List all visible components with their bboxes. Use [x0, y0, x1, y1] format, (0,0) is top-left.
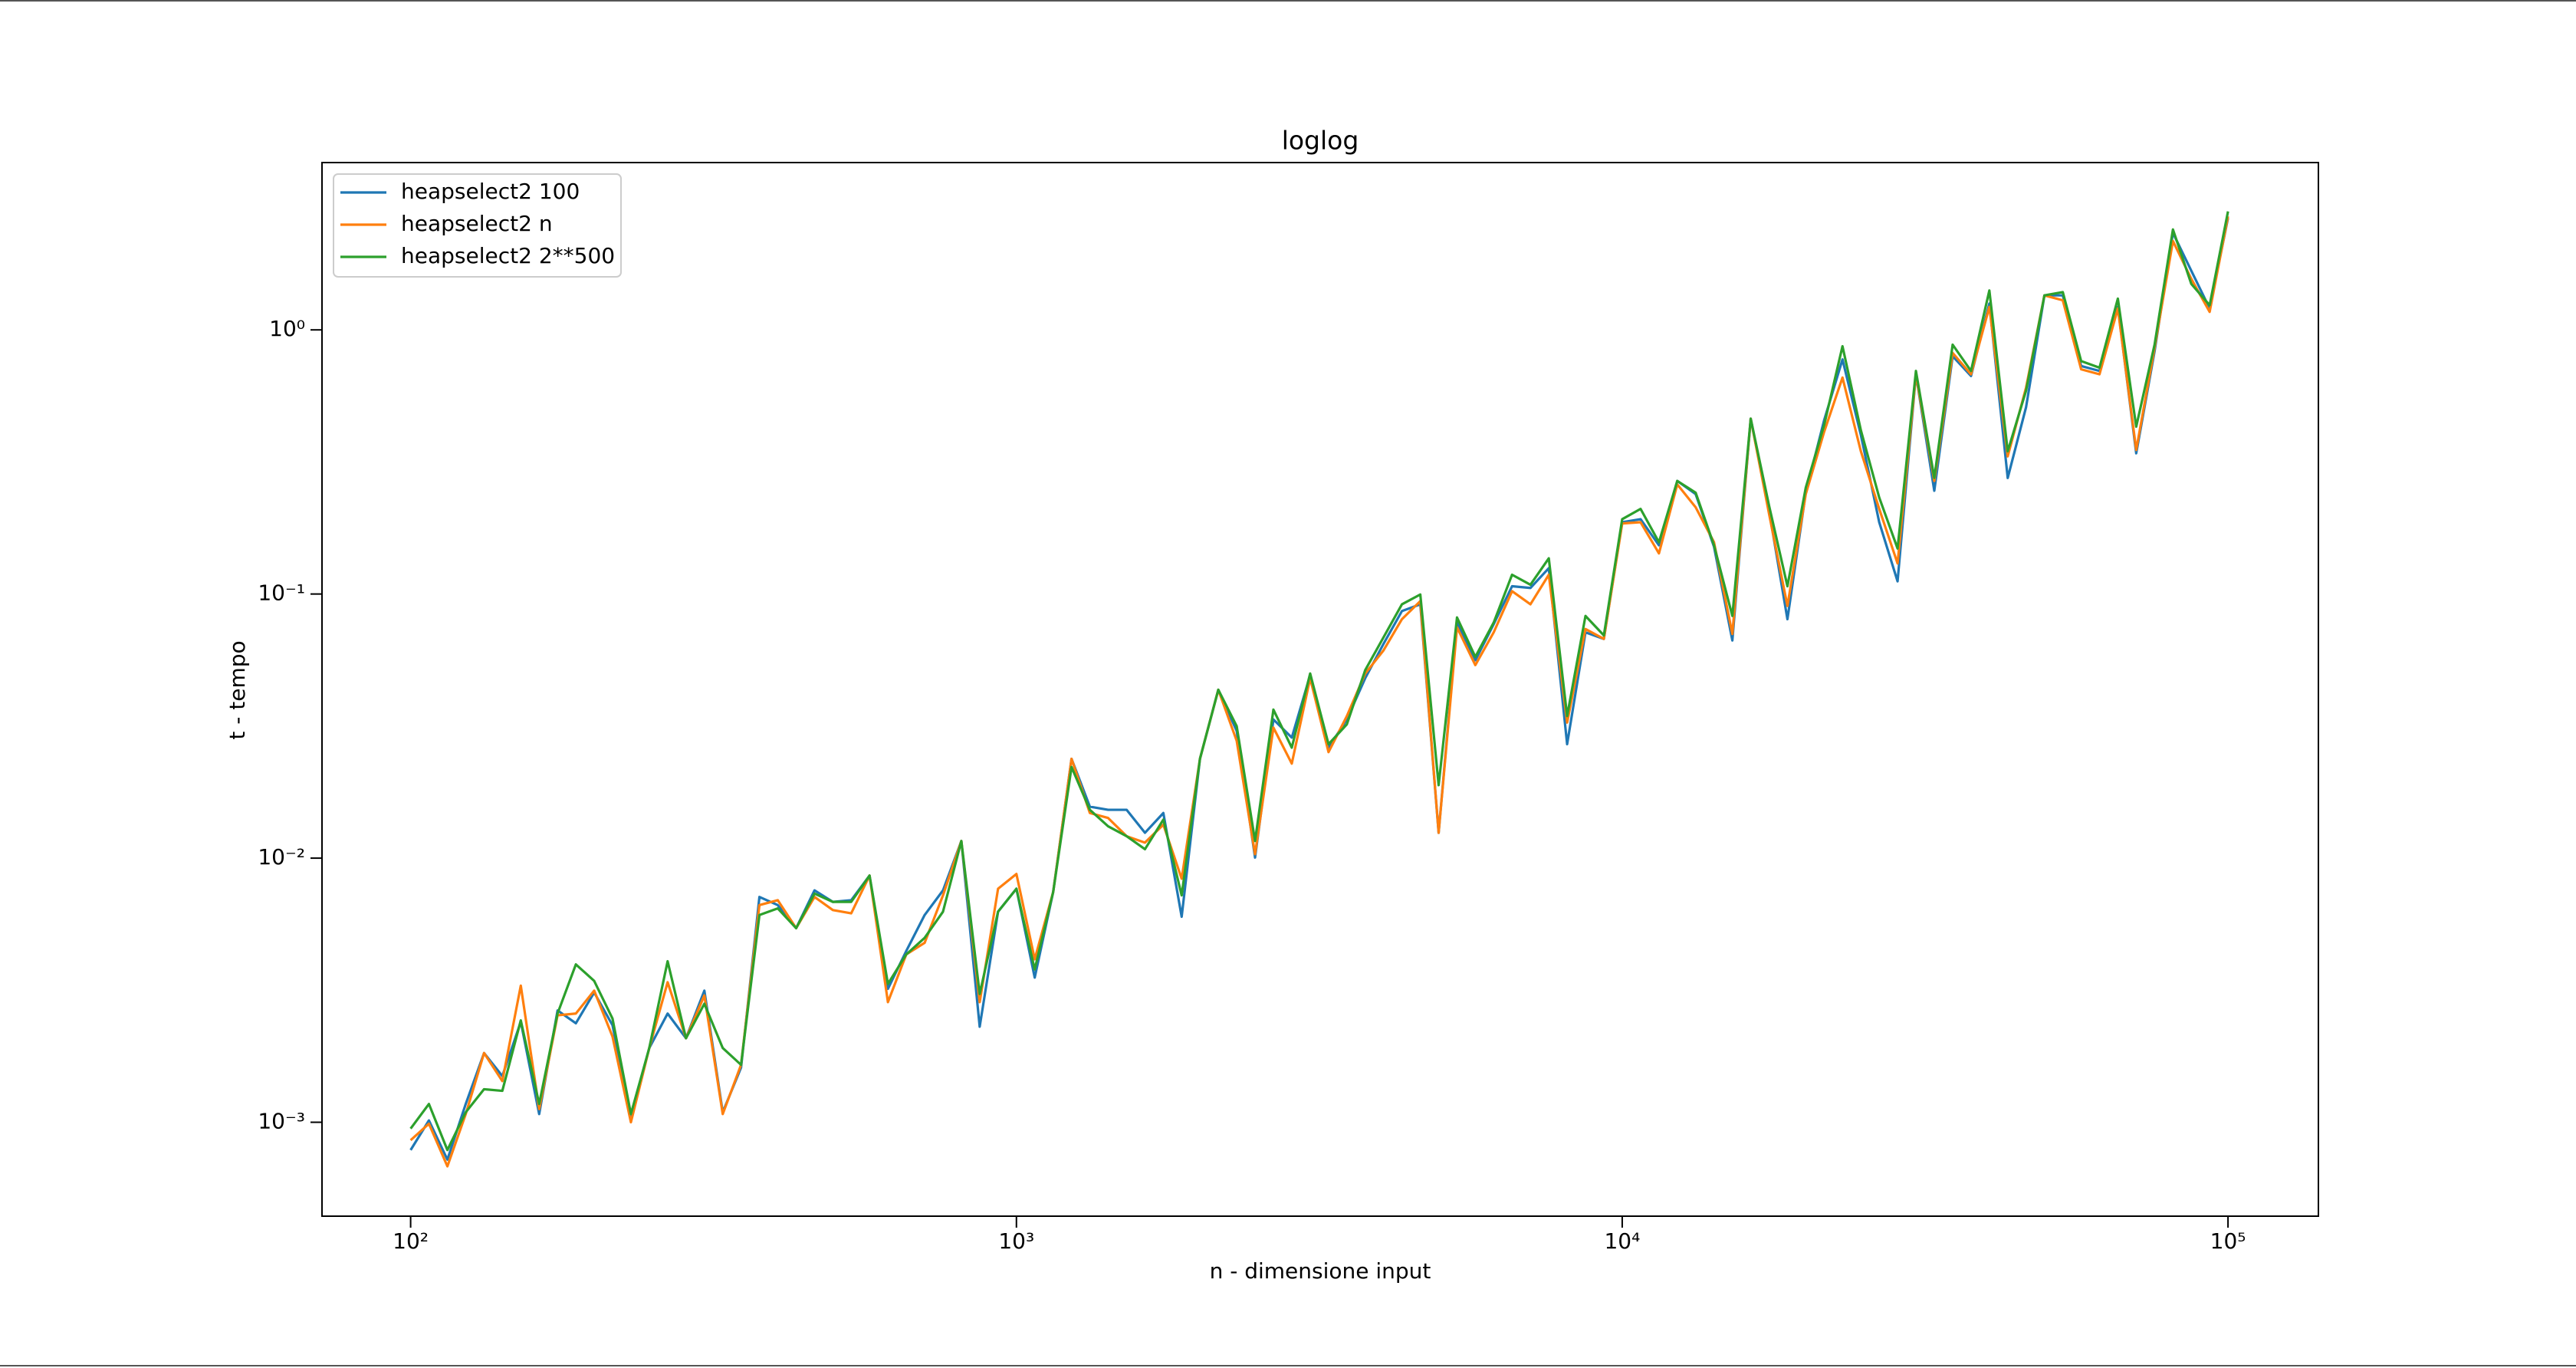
legend-label: heapselect2 n [401, 211, 553, 236]
x-tick-label: 10⁵ [2210, 1228, 2246, 1254]
x-tick-label: 10³ [998, 1228, 1034, 1254]
series-line [409, 218, 2229, 1161]
y-tick-label: 10⁻³ [258, 1109, 305, 1134]
plot-frame [321, 162, 2319, 1217]
x-axis-label: n - dimensione input [1210, 1258, 1431, 1284]
y-axis-label: t - tempo [225, 640, 250, 739]
legend-box [333, 173, 622, 278]
chart-title: loglog [1282, 126, 1359, 156]
legend-label: heapselect2 2**500 [401, 243, 615, 268]
y-tick-label: 10⁻¹ [258, 580, 305, 606]
y-tick-label: 10⁰ [269, 316, 305, 341]
series-line [409, 211, 2229, 1152]
legend-label: heapselect2 100 [401, 179, 580, 204]
x-tick-label: 10⁴ [1604, 1228, 1640, 1254]
x-tick-label: 10² [393, 1228, 429, 1254]
y-tick-label: 10⁻² [258, 844, 305, 870]
